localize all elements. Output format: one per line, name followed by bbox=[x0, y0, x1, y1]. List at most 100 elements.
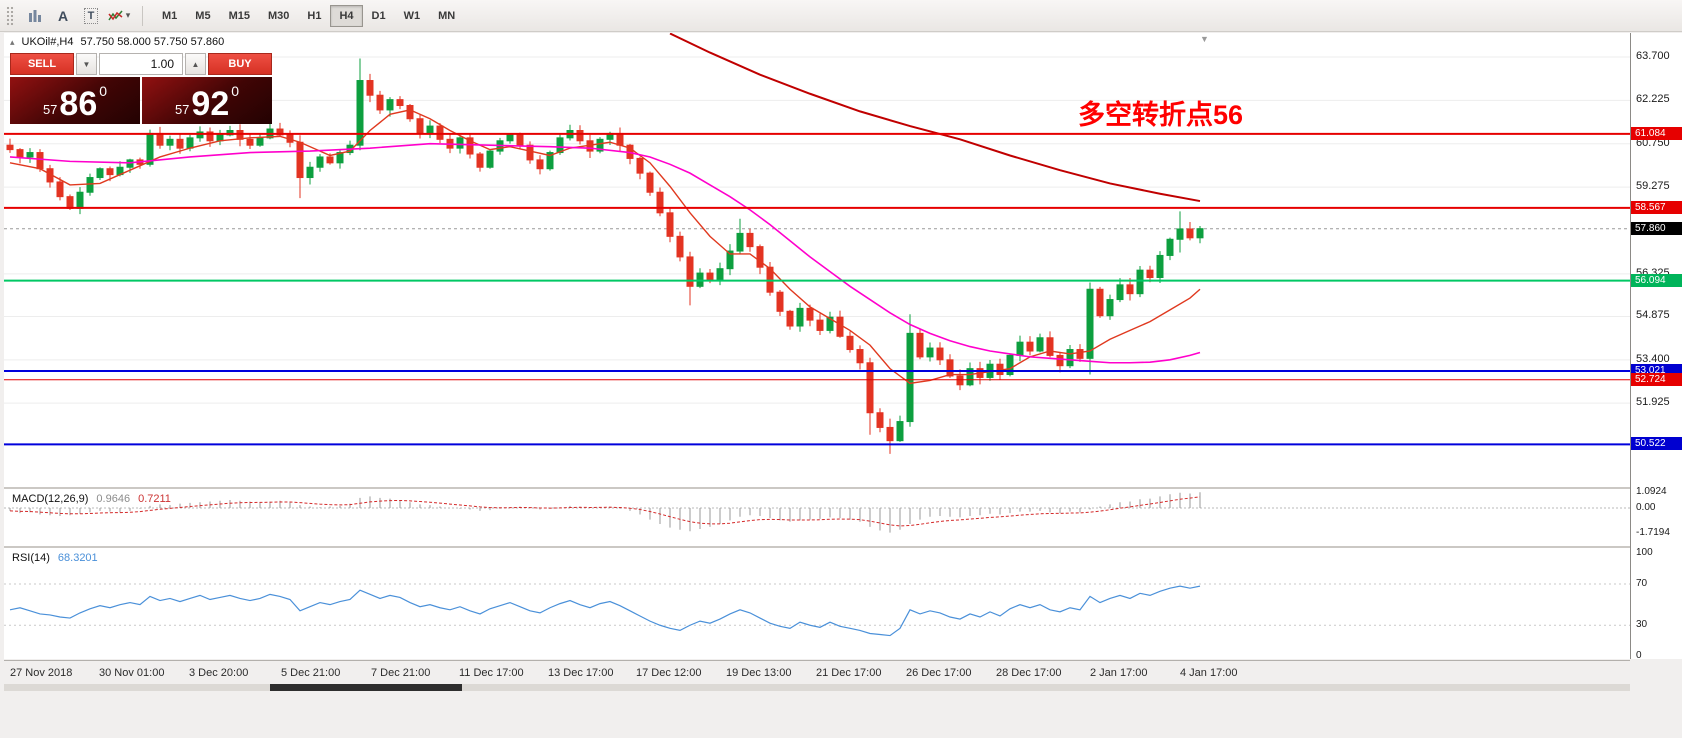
price-tag-58.567: 58.567 bbox=[1631, 200, 1682, 214]
macd-signal-value: 0.7211 bbox=[138, 493, 171, 505]
buy-price-whole: 57 bbox=[174, 102, 190, 117]
horizontal-scrollbar[interactable] bbox=[4, 684, 1630, 691]
candle-down bbox=[476, 153, 484, 168]
timeframe-H4[interactable]: H4 bbox=[330, 4, 363, 27]
macd-indicator-label: MACD(12,26,9) 0.9646 0.7211 bbox=[12, 493, 171, 505]
candle-up bbox=[86, 177, 94, 193]
sell-price-display[interactable]: 57 86 0 bbox=[10, 77, 140, 124]
timeframe-M15[interactable]: M15 bbox=[220, 5, 259, 27]
candle-down bbox=[786, 310, 794, 327]
toolbar: A T ▾ M1 M5 M15 M30 H1 H4 D1 W1 MN bbox=[0, 0, 1682, 32]
toolbar-grip-handle[interactable] bbox=[6, 5, 15, 26]
candle-down bbox=[6, 144, 14, 151]
volume-increase-button[interactable]: ▲ bbox=[185, 53, 206, 75]
timeframe-M1[interactable]: M1 bbox=[153, 5, 186, 27]
candle-up bbox=[1156, 254, 1164, 278]
scrollbar-thumb[interactable] bbox=[270, 684, 462, 691]
price-tag-52.724: 52.724 bbox=[1631, 372, 1682, 386]
rsi-indicator-label: RSI(14) 68.3201 bbox=[12, 552, 98, 564]
candle-down bbox=[526, 144, 534, 161]
timeframe-MN[interactable]: MN bbox=[429, 5, 464, 27]
candle-down bbox=[616, 132, 624, 146]
buy-button[interactable]: BUY bbox=[208, 53, 272, 75]
macd-plot[interactable] bbox=[4, 489, 1630, 546]
chevron-down-icon: ▼ bbox=[82, 59, 91, 69]
chart-type-button[interactable] bbox=[22, 4, 48, 28]
volume-input[interactable] bbox=[99, 53, 183, 75]
sell-price-pips: 86 bbox=[59, 85, 98, 124]
candle-down bbox=[1076, 349, 1084, 359]
candle-down bbox=[176, 138, 184, 149]
chart-header: ▴ UKOil#,H4 57.750 58.000 57.750 57.860 bbox=[10, 36, 224, 48]
candle-up bbox=[1086, 288, 1094, 359]
candle-down bbox=[1186, 228, 1194, 239]
candle-down bbox=[416, 118, 424, 134]
candle-down bbox=[806, 307, 814, 321]
candle-down bbox=[66, 196, 74, 209]
candle-up bbox=[386, 99, 394, 111]
buy-price-point: 0 bbox=[231, 83, 240, 99]
candle-up bbox=[336, 152, 344, 164]
sell-button[interactable]: SELL bbox=[10, 53, 74, 75]
candle-up bbox=[966, 368, 974, 386]
rsi-plot[interactable] bbox=[4, 548, 1630, 659]
collapse-triangle-icon[interactable]: ▴ bbox=[10, 36, 15, 47]
timeframe-W1[interactable]: W1 bbox=[395, 5, 430, 27]
candle-up bbox=[426, 125, 434, 134]
rsi-axis-label: 0 bbox=[1636, 650, 1642, 662]
macd-axis-label: -1.7194 bbox=[1636, 526, 1670, 538]
timeframe-H1[interactable]: H1 bbox=[298, 5, 330, 27]
candle-up bbox=[166, 138, 174, 146]
text-frame-icon: T bbox=[83, 7, 99, 24]
current-price-tag: 57.860 bbox=[1631, 221, 1682, 235]
candle-down bbox=[646, 172, 654, 193]
indicators-dropdown-button[interactable]: ▾ bbox=[106, 4, 132, 28]
main-chart-plot[interactable] bbox=[4, 33, 1630, 487]
candle-down bbox=[406, 105, 414, 120]
macd-name: MACD(12,26,9) bbox=[12, 493, 89, 505]
price-axis: 63.70062.22560.75059.27556.32554.87553.4… bbox=[1630, 33, 1682, 662]
macd-main-value: 0.9646 bbox=[96, 493, 131, 505]
timeline-label: 19 Dec 13:00 bbox=[726, 667, 792, 679]
text-tool-button[interactable]: A bbox=[50, 4, 76, 28]
candle-down bbox=[636, 157, 644, 174]
rsi-axis-label: 30 bbox=[1636, 619, 1648, 631]
sell-price-point: 0 bbox=[99, 83, 108, 99]
buy-price-display[interactable]: 57 92 0 bbox=[142, 77, 272, 124]
ma-fast-red bbox=[9, 109, 1201, 385]
candle-up bbox=[186, 137, 194, 149]
timeline-label: 27 Nov 2018 bbox=[10, 667, 73, 679]
candle-up bbox=[726, 250, 734, 270]
candle-up bbox=[1176, 228, 1184, 240]
candle-up bbox=[596, 138, 604, 152]
candle-up bbox=[896, 421, 904, 442]
text-tool-icon: A bbox=[57, 7, 69, 24]
volume-decrease-button[interactable]: ▼ bbox=[76, 53, 97, 75]
timeline-label: 21 Dec 17:00 bbox=[816, 667, 882, 679]
toolbar-separator bbox=[142, 5, 143, 26]
candle-down bbox=[396, 99, 404, 107]
candle-down bbox=[666, 212, 674, 237]
panel-separator[interactable] bbox=[4, 487, 1678, 489]
chart-ohlc-values: 57.750 58.000 57.750 57.860 bbox=[80, 36, 225, 48]
candle-down bbox=[246, 138, 254, 146]
candle-down bbox=[746, 232, 754, 248]
candle-down bbox=[536, 159, 544, 170]
price-axis-tick: 63.700 bbox=[1636, 50, 1670, 62]
rsi-panel: RSI(14) 68.3201 bbox=[4, 548, 1630, 659]
candle-up bbox=[306, 166, 314, 179]
candle-down bbox=[816, 319, 824, 331]
candle-down bbox=[156, 132, 164, 146]
timeframe-D1[interactable]: D1 bbox=[363, 5, 395, 27]
candle-up bbox=[1006, 354, 1014, 376]
candle-up bbox=[1016, 341, 1024, 356]
candle-down bbox=[376, 94, 384, 111]
chart-shift-marker-icon[interactable]: ▼ bbox=[1200, 34, 1209, 44]
panel-separator[interactable] bbox=[4, 546, 1678, 548]
timeframe-M5[interactable]: M5 bbox=[186, 5, 219, 27]
ma-slow-red bbox=[669, 33, 1201, 203]
text-frame-tool-button[interactable]: T bbox=[78, 4, 104, 28]
timeframe-M30[interactable]: M30 bbox=[259, 5, 298, 27]
candle-down bbox=[1046, 337, 1054, 356]
